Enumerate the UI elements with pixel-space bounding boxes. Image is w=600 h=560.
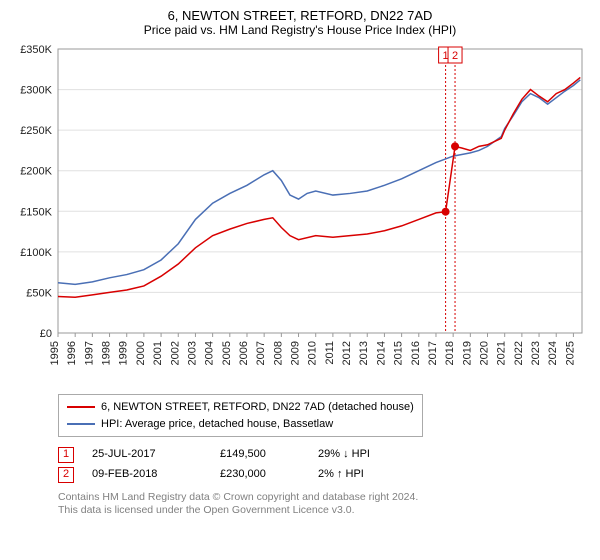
svg-text:2016: 2016 bbox=[410, 341, 422, 365]
tx-num: 1 bbox=[63, 445, 69, 465]
svg-text:2012: 2012 bbox=[341, 341, 353, 365]
svg-text:2018: 2018 bbox=[444, 341, 456, 365]
svg-text:2022: 2022 bbox=[513, 341, 525, 365]
svg-text:2024: 2024 bbox=[547, 341, 559, 365]
svg-text:2006: 2006 bbox=[238, 341, 250, 365]
svg-text:2003: 2003 bbox=[186, 341, 198, 365]
legend-label: HPI: Average price, detached house, Bass… bbox=[101, 416, 333, 433]
tx-num: 2 bbox=[63, 465, 69, 485]
legend-swatch bbox=[67, 423, 95, 425]
svg-text:2002: 2002 bbox=[169, 341, 181, 365]
svg-text:2025: 2025 bbox=[564, 341, 576, 365]
svg-text:2009: 2009 bbox=[290, 341, 302, 365]
svg-text:2005: 2005 bbox=[221, 341, 233, 365]
transaction-table: 1 25-JUL-2017 £149,500 29% ↓ HPI 2 09-FE… bbox=[58, 445, 590, 485]
tx-date: 25-JUL-2017 bbox=[92, 445, 202, 465]
footer: Contains HM Land Registry data © Crown c… bbox=[58, 491, 590, 518]
svg-text:£200K: £200K bbox=[20, 166, 52, 178]
table-row: 2 09-FEB-2018 £230,000 2% ↑ HPI bbox=[58, 465, 590, 485]
svg-text:1997: 1997 bbox=[83, 341, 95, 365]
svg-text:2008: 2008 bbox=[272, 341, 284, 365]
tx-pct: 29% ↓ HPI bbox=[318, 445, 418, 465]
svg-text:2021: 2021 bbox=[496, 341, 508, 365]
tx-date: 09-FEB-2018 bbox=[92, 465, 202, 485]
svg-text:2: 2 bbox=[452, 50, 458, 62]
legend: 6, NEWTON STREET, RETFORD, DN22 7AD (det… bbox=[58, 394, 423, 437]
svg-text:2015: 2015 bbox=[393, 341, 405, 365]
svg-text:2014: 2014 bbox=[375, 341, 387, 365]
svg-text:1999: 1999 bbox=[118, 341, 130, 365]
chart: £0 £50K £100K £150K £200K £250K £300K £350K 1995… bbox=[10, 43, 590, 388]
tx-marker-2: 2 bbox=[58, 467, 74, 483]
svg-text:1998: 1998 bbox=[101, 341, 113, 365]
svg-text:1995: 1995 bbox=[49, 341, 61, 365]
svg-text:1996: 1996 bbox=[66, 341, 78, 365]
svg-text:2011: 2011 bbox=[324, 341, 336, 365]
svg-text:2001: 2001 bbox=[152, 341, 164, 365]
tx-marker-1: 1 bbox=[58, 447, 74, 463]
svg-text:2000: 2000 bbox=[135, 341, 147, 365]
page-subtitle: Price paid vs. HM Land Registry's House … bbox=[10, 23, 590, 37]
svg-text:2010: 2010 bbox=[307, 341, 319, 365]
chart-svg: £0 £50K £100K £150K £200K £250K £300K £350K 1995… bbox=[10, 43, 590, 383]
table-row: 1 25-JUL-2017 £149,500 29% ↓ HPI bbox=[58, 445, 590, 465]
legend-swatch bbox=[67, 406, 95, 408]
tx-price: £230,000 bbox=[220, 465, 300, 485]
svg-text:2020: 2020 bbox=[479, 341, 491, 365]
legend-item: HPI: Average price, detached house, Bass… bbox=[67, 416, 414, 433]
svg-text:£50K: £50K bbox=[26, 287, 52, 299]
footer-line: This data is licensed under the Open Gov… bbox=[58, 504, 590, 518]
svg-text:2013: 2013 bbox=[358, 341, 370, 365]
svg-text:£300K: £300K bbox=[20, 85, 52, 97]
svg-text:2019: 2019 bbox=[461, 341, 473, 365]
page-title: 6, NEWTON STREET, RETFORD, DN22 7AD bbox=[10, 8, 590, 23]
svg-text:£100K: £100K bbox=[20, 247, 52, 259]
svg-text:2017: 2017 bbox=[427, 341, 439, 365]
tx-price: £149,500 bbox=[220, 445, 300, 465]
svg-text:2023: 2023 bbox=[530, 341, 542, 365]
tx-pct: 2% ↑ HPI bbox=[318, 465, 418, 485]
svg-text:£150K: £150K bbox=[20, 206, 52, 218]
svg-text:2007: 2007 bbox=[255, 341, 267, 365]
svg-text:£250K: £250K bbox=[20, 125, 52, 137]
svg-text:£0: £0 bbox=[40, 328, 52, 340]
svg-text:£350K: £350K bbox=[20, 44, 52, 56]
footer-line: Contains HM Land Registry data © Crown c… bbox=[58, 491, 590, 505]
legend-item: 6, NEWTON STREET, RETFORD, DN22 7AD (det… bbox=[67, 399, 414, 416]
svg-text:2004: 2004 bbox=[204, 341, 216, 365]
legend-label: 6, NEWTON STREET, RETFORD, DN22 7AD (det… bbox=[101, 399, 414, 416]
